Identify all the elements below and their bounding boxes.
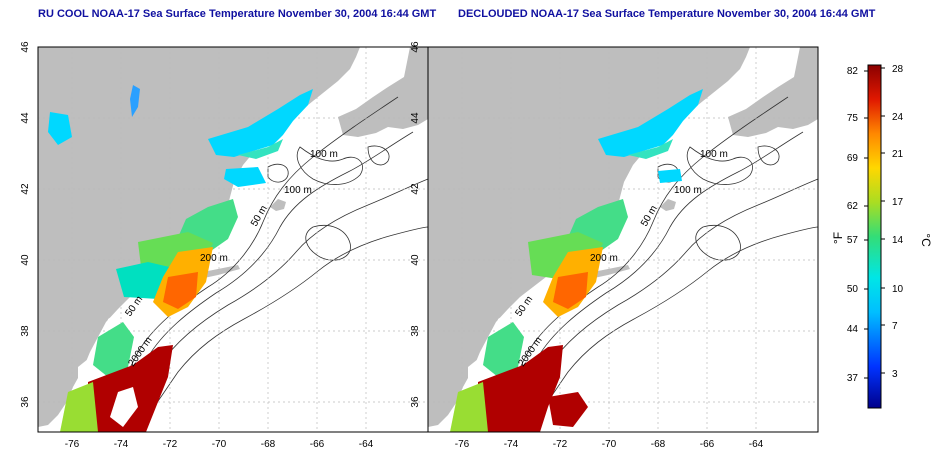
f-tick-label: 37 [847, 373, 859, 384]
left-ytick-label: 38 [20, 325, 31, 337]
right-map-plot: 100 m 100 m 50 m 200 m 50 m 2000 m -76 -… [410, 41, 819, 450]
left-ytick-label: 40 [20, 254, 31, 266]
right-xtick-label: -76 [455, 439, 470, 450]
colorbar-fahrenheit-ticks: 82 75 69 62 57 50 44 37 [847, 66, 859, 384]
c-tick-label: 21 [892, 149, 904, 160]
right-contour-label: 100 m [700, 149, 728, 160]
right-xtick-label: -72 [553, 439, 568, 450]
c-tick-label: 28 [892, 64, 904, 75]
right-y-axis: 46 44 42 40 38 36 [410, 41, 421, 408]
f-tick-label: 69 [847, 153, 859, 164]
right-ytick-label: 44 [410, 112, 421, 124]
left-y-axis: 46 44 42 40 38 36 [20, 41, 31, 408]
left-xtick-label: -66 [310, 439, 325, 450]
right-xtick-label: -74 [504, 439, 519, 450]
left-map-title: RU COOL NOAA-17 Sea Surface Temperature … [38, 8, 437, 20]
f-tick-label: 75 [847, 113, 859, 124]
right-ytick-label: 36 [410, 396, 421, 408]
right-xtick-label: -70 [602, 439, 617, 450]
left-map-plot: 100 m 100 m 50 m 200 m 50 m 2000 m -76 -… [20, 41, 429, 450]
right-ytick-label: 38 [410, 325, 421, 337]
c-tick-label: 3 [892, 369, 898, 380]
left-xtick-label: -74 [114, 439, 129, 450]
right-contour-label: 100 m [674, 185, 702, 196]
right-xtick-label: -68 [651, 439, 666, 450]
c-tick-label: 7 [892, 321, 898, 332]
left-xtick-label: -64 [359, 439, 374, 450]
c-tick-label: 14 [892, 235, 904, 246]
colorbar-ticks [864, 67, 885, 379]
f-tick-label: 57 [847, 235, 859, 246]
left-ytick-label: 36 [20, 396, 31, 408]
left-xtick-label: -72 [163, 439, 178, 450]
right-plot-frame [427, 46, 819, 433]
right-xtick-label: -64 [749, 439, 764, 450]
f-tick-label: 50 [847, 284, 859, 295]
left-contour-label: 100 m [310, 149, 338, 160]
colorbar-celsius-ticks: 28 24 21 17 14 10 7 3 [892, 64, 904, 380]
c-tick-label: 24 [892, 112, 904, 123]
colorbar-gradient [867, 64, 882, 409]
f-tick-label: 44 [847, 324, 859, 335]
left-contour-label: 200 m [200, 253, 228, 264]
left-contour-label: 100 m [284, 185, 312, 196]
left-ytick-label: 44 [20, 112, 31, 124]
right-map-title: DECLOUDED NOAA-17 Sea Surface Temperatur… [458, 8, 876, 20]
left-xtick-label: -68 [261, 439, 276, 450]
right-x-axis: -76 -74 -72 -70 -68 -66 -64 [455, 439, 764, 450]
right-ytick-label: 46 [410, 41, 421, 53]
fahrenheit-axis-label: °F [831, 232, 845, 244]
c-tick-label: 10 [892, 284, 904, 295]
right-ytick-label: 42 [410, 183, 421, 195]
left-xtick-label: -70 [212, 439, 227, 450]
f-tick-label: 82 [847, 66, 859, 77]
right-contour-label: 200 m [590, 253, 618, 264]
right-xtick-label: -66 [700, 439, 715, 450]
celsius-axis-label: °C [919, 233, 933, 247]
colorbar: 82 75 69 62 57 50 44 37 28 24 21 17 14 1… [831, 64, 933, 409]
left-x-axis: -76 -74 -72 -70 -68 -66 -64 [65, 439, 374, 450]
left-sst-field [48, 85, 313, 432]
left-xtick-label: -76 [65, 439, 80, 450]
left-ytick-label: 46 [20, 41, 31, 53]
left-ytick-label: 42 [20, 183, 31, 195]
f-tick-label: 62 [847, 201, 859, 212]
right-ytick-label: 40 [410, 254, 421, 266]
c-tick-label: 17 [892, 197, 904, 208]
right-sst-field [450, 89, 703, 432]
